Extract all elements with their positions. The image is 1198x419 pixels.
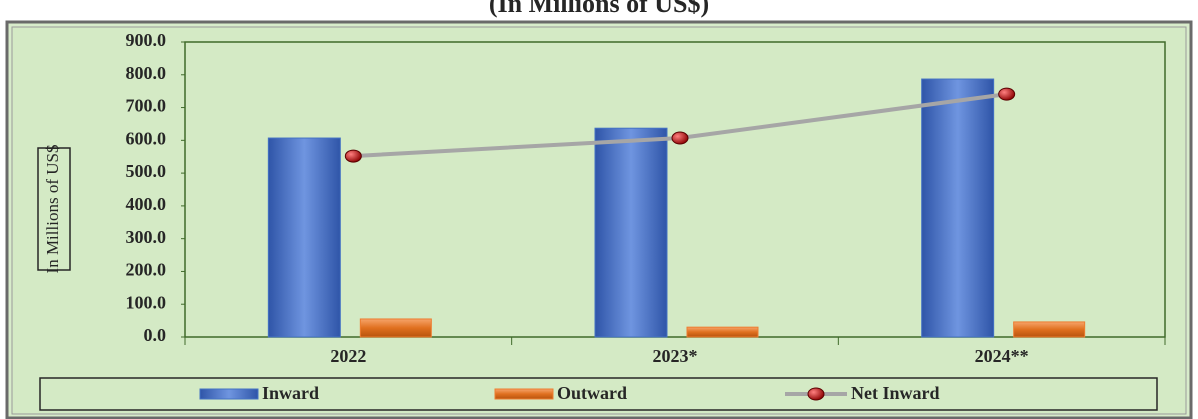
line-marker [344, 149, 362, 163]
legend-swatch [494, 388, 554, 400]
y-tick-label: 800.0 [126, 63, 167, 83]
y-label-box [37, 147, 71, 271]
y-tick-label: 300.0 [126, 227, 167, 247]
legend-marker [807, 387, 825, 401]
legend-label: Net Inward [851, 383, 940, 403]
bar [921, 78, 995, 338]
y-tick-label: 0.0 [144, 325, 167, 345]
y-tick-label: 600.0 [126, 128, 167, 148]
y-tick-label: 500.0 [126, 161, 167, 181]
y-tick-label: 700.0 [126, 96, 167, 116]
bar [1013, 321, 1086, 338]
bar [359, 318, 432, 338]
line-marker [998, 87, 1016, 101]
bar [686, 326, 759, 338]
y-axis-label: In Millions of US$ [43, 145, 62, 274]
x-tick-label: 2024** [975, 346, 1029, 366]
bar [267, 137, 341, 338]
plot-area [184, 41, 1166, 338]
y-tick-label: 400.0 [126, 194, 167, 214]
x-tick-label: 2023* [653, 346, 698, 366]
chart-title: (In Millions of US$) [489, 0, 709, 18]
line-marker [671, 131, 689, 145]
legend-swatch [199, 388, 259, 400]
legend-label: Inward [262, 383, 319, 403]
y-tick-label: 100.0 [126, 292, 167, 312]
legend-label: Outward [557, 383, 627, 403]
y-tick-label: 200.0 [126, 260, 167, 280]
y-tick-label: 900.0 [126, 30, 167, 50]
bar [594, 127, 668, 338]
legend-box [39, 377, 1158, 411]
x-tick-label: 2022 [330, 346, 366, 366]
